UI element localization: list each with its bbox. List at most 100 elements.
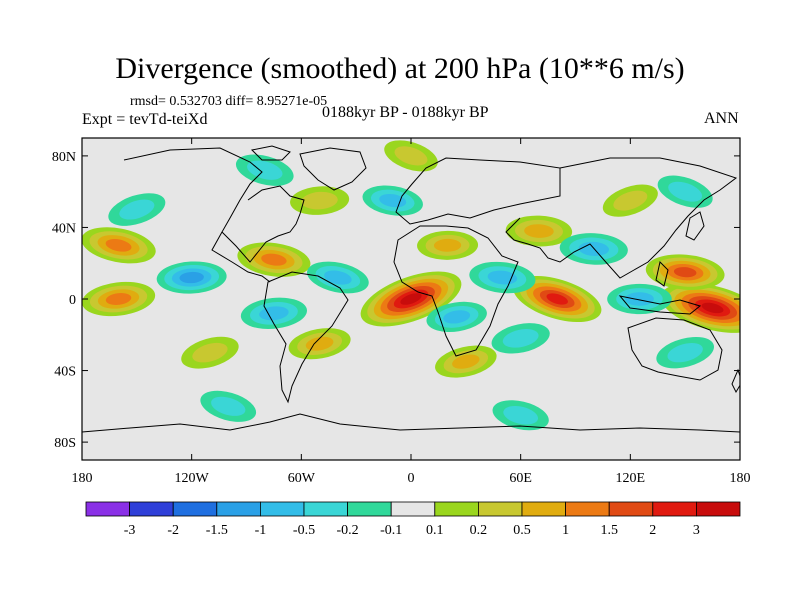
colorbar-label: -3 [124, 523, 136, 538]
contour-level [105, 239, 132, 252]
x-tick-label: 120E [616, 471, 646, 486]
colorbar: -3 -2 -1.5 -1 -0.5 -0.2 -0.1 0.1 0.2 0.5 1 1.5 2 3 [85, 501, 741, 538]
contour-level [502, 329, 539, 348]
y-tick-label: 80S [54, 436, 76, 451]
divergence-feature [435, 345, 497, 378]
y-tick-label: 80N [52, 150, 76, 165]
colorbar-label: -0.2 [337, 523, 359, 538]
y-axis: 80N 40N 0 40S 80S [52, 150, 740, 451]
plot-area [82, 138, 740, 460]
divergence-feature [505, 215, 573, 247]
divergence-feature [656, 336, 714, 369]
divergence-feature [491, 323, 550, 354]
colorbar-swatch [85, 501, 130, 517]
contour-level [452, 354, 480, 369]
contour-level [192, 342, 228, 363]
x-tick-label: 0 [408, 471, 415, 486]
colorbar-label: -1.5 [206, 523, 228, 538]
divergence-feature [602, 184, 658, 217]
colorbar-swatch [259, 501, 305, 517]
period-label: 0188kyr BP - 0188kyr BP [322, 104, 489, 121]
colorbar-label: 2 [649, 523, 656, 538]
divergence-feature [426, 301, 487, 332]
colorbar-swatch [608, 501, 654, 517]
contour-level [394, 146, 428, 166]
colorbar-label: 1 [562, 523, 569, 538]
divergence-feature [290, 186, 350, 215]
y-tick-label: 40N [52, 221, 76, 236]
divergence-feature [384, 140, 438, 172]
colorbar-swatch [434, 501, 479, 517]
contour-level [119, 199, 155, 220]
divergence-feature [492, 400, 549, 431]
experiment-label: Expt = tevTd-teiXd [82, 111, 208, 128]
divergence-feature [181, 336, 239, 369]
divergence-feature [657, 175, 713, 208]
contour-level [211, 396, 246, 416]
divergence-feature [645, 254, 725, 290]
contour-level [179, 271, 204, 284]
y-tick-label: 0 [69, 293, 76, 308]
divergence-feature [362, 185, 423, 216]
colorbar-swatch [565, 501, 610, 517]
colorbar-label: 0.5 [513, 523, 531, 538]
contour-level [701, 302, 724, 314]
contour-level [546, 293, 568, 305]
colorbar-swatch [477, 501, 523, 517]
divergence-feature [417, 230, 479, 260]
season-label: ANN [704, 110, 739, 127]
colorbar-label: -1 [255, 523, 267, 538]
x-tick-label: 120W [175, 471, 210, 486]
contour-level [503, 406, 539, 425]
x-tick-label: 60W [288, 471, 316, 486]
x-tick-label: 60E [509, 471, 532, 486]
contour-level [105, 293, 132, 305]
colorbar-label: -2 [167, 523, 179, 538]
contour-level [613, 190, 648, 211]
colorbar-label: 0.1 [426, 523, 444, 538]
x-axis: 180 120W 60W 0 60E 120E 180 [72, 138, 751, 486]
divergence-feature [607, 283, 672, 315]
colorbar-swatch [521, 501, 566, 517]
contour-level [667, 343, 703, 363]
colorbar-swatch [129, 501, 174, 517]
chart-title: Divergence (smoothed) at 200 hPa (10**6 … [115, 52, 685, 85]
colorbar-swatch [347, 501, 392, 517]
contour-level [668, 181, 703, 202]
divergence-feature [237, 242, 311, 277]
stats-label: rmsd= 0.532703 diff= 8.95271e-05 [130, 94, 328, 109]
divergence-feature [288, 328, 351, 360]
contour-level [625, 292, 654, 306]
colorbar-swatch [216, 501, 261, 517]
colorbar-swatch [652, 501, 697, 517]
colorbar-label: -0.5 [293, 523, 315, 538]
divergence-feature [82, 281, 156, 317]
coastlines [82, 145, 740, 433]
colorbar-label: 3 [693, 523, 700, 538]
divergence-feature [660, 283, 740, 333]
divergence-feature [513, 275, 602, 323]
divergence-feature [200, 390, 257, 422]
colorbar-swatch [303, 501, 348, 517]
contour-level [400, 293, 422, 305]
colorbar-swatch [172, 501, 218, 517]
x-tick-label: 180 [730, 471, 751, 486]
contour-level [324, 270, 352, 285]
colorbar-swatch [696, 501, 741, 517]
contour-level [261, 253, 287, 266]
colorbar-swatch [390, 501, 436, 517]
divergence-feature [360, 271, 462, 327]
contour-level [305, 336, 334, 351]
contour-level [247, 160, 283, 180]
contour-level [301, 191, 338, 210]
divergence-feature [82, 227, 156, 264]
contour-level [443, 310, 471, 324]
colorbar-label: -0.1 [380, 523, 402, 538]
contour-level [524, 224, 554, 238]
contour-level [673, 267, 697, 278]
contour-level [433, 238, 462, 252]
colorbar-label: 1.5 [600, 523, 618, 538]
y-tick-label: 40S [54, 365, 76, 380]
divergence-feature [108, 193, 166, 226]
